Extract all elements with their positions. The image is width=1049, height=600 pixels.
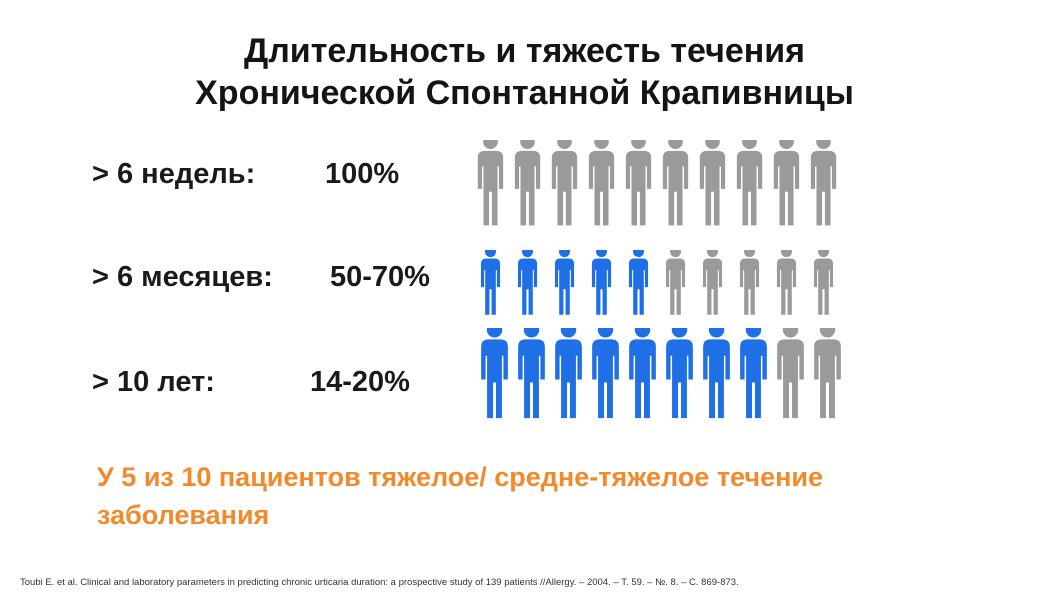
person-icon	[551, 140, 578, 226]
person-icon	[810, 140, 837, 226]
person-icon	[702, 250, 723, 315]
title-line-1: Длительность и тяжесть течения	[243, 32, 806, 70]
person-icon	[813, 250, 834, 315]
person-icon	[518, 328, 545, 419]
title-line-2: Хронической Спонтанной Крапивницы	[195, 74, 854, 112]
person-icon	[699, 140, 726, 226]
person-icon	[481, 328, 508, 419]
person-icon	[777, 328, 804, 419]
person-icon	[776, 250, 797, 315]
slide-title: Длительность и тяжесть течения Хроническ…	[0, 30, 1049, 114]
row-1-people-icons	[477, 140, 837, 226]
person-icon	[666, 328, 693, 419]
person-icon	[588, 140, 615, 226]
row-1-label: > 6 недель:	[92, 158, 256, 190]
person-icon	[517, 250, 538, 315]
person-icon	[662, 140, 689, 226]
row-3-people-icons	[481, 328, 841, 419]
person-icon	[739, 250, 760, 315]
row-3-label: > 10 лет:	[92, 366, 215, 398]
reference-citation: Toubi E. et al. Clinical and laboratory …	[20, 577, 739, 588]
person-icon	[591, 250, 612, 315]
conclusion-text: У 5 из 10 пациентов тяжелое/ средне-тяже…	[97, 462, 824, 530]
person-icon	[665, 250, 686, 315]
person-icon	[625, 140, 652, 226]
person-icon	[773, 140, 800, 226]
person-icon	[477, 140, 504, 226]
row-2-value: 50-70%	[330, 261, 430, 293]
person-icon	[814, 328, 841, 419]
row-2-people-icons	[480, 250, 834, 315]
row-3-value: 14-20%	[310, 366, 410, 398]
person-icon	[740, 328, 767, 419]
person-icon	[736, 140, 763, 226]
person-icon	[514, 140, 541, 226]
row-2-label: > 6 месяцев:	[92, 261, 273, 293]
person-icon	[703, 328, 730, 419]
person-icon	[555, 328, 582, 419]
row-1-value: 100%	[325, 158, 400, 190]
person-icon	[592, 328, 619, 419]
person-icon	[628, 250, 649, 315]
person-icon	[554, 250, 575, 315]
person-icon	[480, 250, 501, 315]
person-icon	[629, 328, 656, 419]
